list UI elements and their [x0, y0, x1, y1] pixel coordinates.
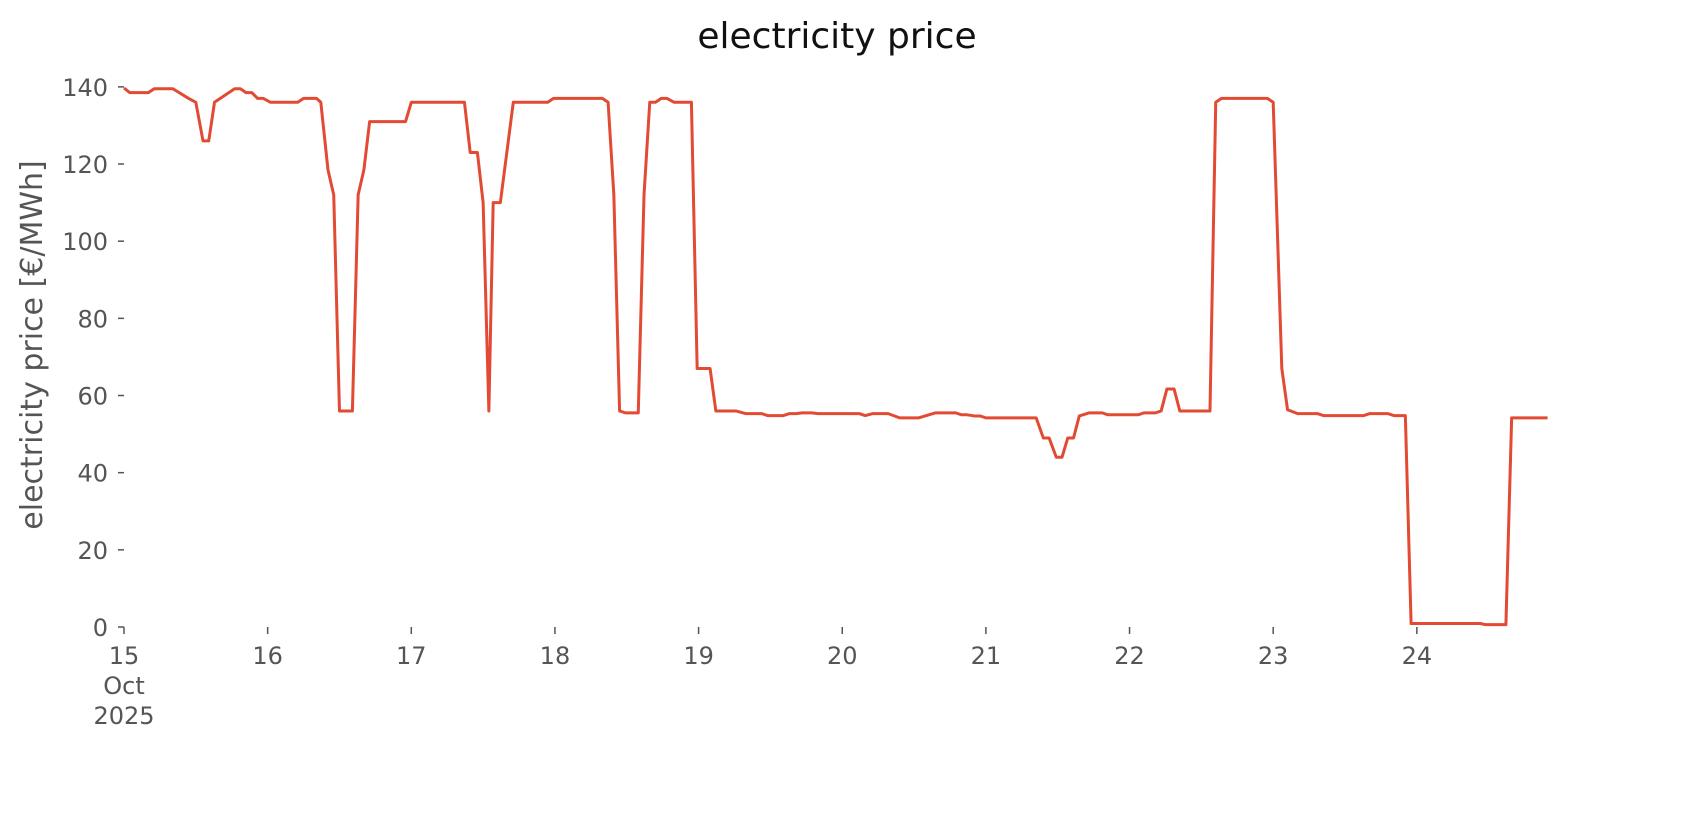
x-tick-label: 20	[827, 642, 858, 670]
y-tick-label: 100	[62, 228, 108, 256]
x-tick-label: 22	[1114, 642, 1145, 670]
x-tick-label: 19	[683, 642, 714, 670]
y-tick-label: 80	[77, 305, 108, 333]
y-tick-label: 60	[77, 383, 108, 411]
y-tick-label: 140	[62, 74, 108, 102]
x-tick-label: 16	[252, 642, 283, 670]
x-tick-label: 18	[540, 642, 571, 670]
y-axis-label: electricity price [€/MWh]	[15, 160, 50, 529]
y-tick-label: 40	[77, 460, 108, 488]
chart-title: electricity price	[697, 16, 976, 57]
x-tick-label: 17	[396, 642, 427, 670]
price-line	[123, 86, 1548, 627]
x-tick-label: 24	[1402, 642, 1433, 670]
x-tick-label: 21	[971, 642, 1002, 670]
y-tick-label: 20	[77, 537, 108, 565]
x-tick-label: 23	[1258, 642, 1289, 670]
x-tick-label: 15 Oct 2025	[93, 642, 154, 730]
y-tick-label: 0	[93, 614, 108, 642]
y-tick-label: 120	[62, 151, 108, 179]
